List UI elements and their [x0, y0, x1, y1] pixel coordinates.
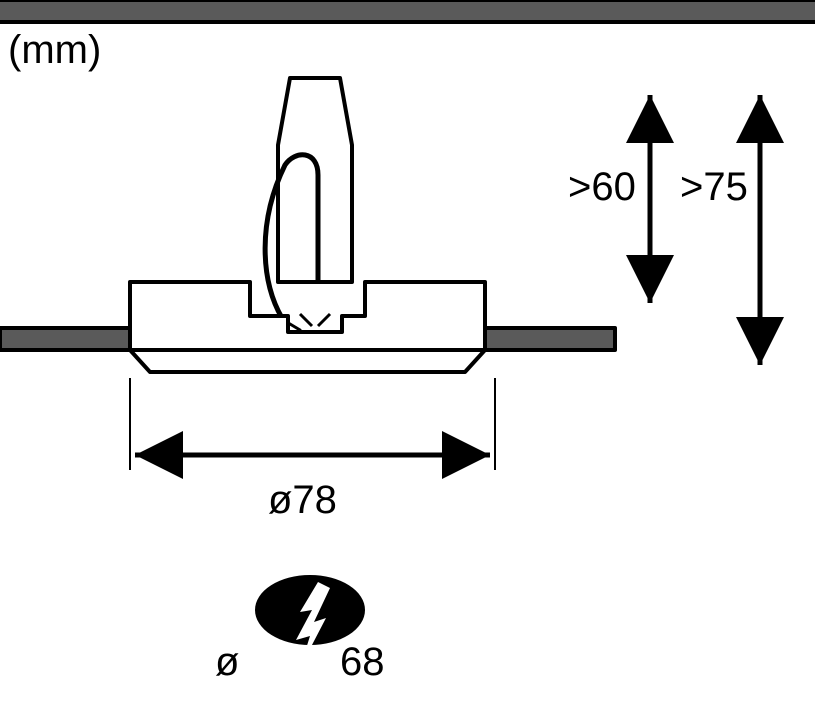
depth-outer-label: >75: [680, 165, 748, 210]
diameter-label: ø78: [268, 478, 337, 523]
ceiling-bar: [0, 0, 815, 22]
depth-inner-label: >60: [568, 165, 636, 210]
technical-drawing: [0, 0, 815, 727]
dimension-width: [130, 378, 495, 470]
hole-diameter-value: 68: [340, 640, 385, 685]
fixture-body: [0, 78, 615, 372]
diagram-canvas: (mm) >60 >75 ø78 ø 68: [0, 0, 815, 727]
units-label: (mm): [8, 28, 101, 73]
hole-diameter-symbol: ø: [215, 640, 239, 685]
